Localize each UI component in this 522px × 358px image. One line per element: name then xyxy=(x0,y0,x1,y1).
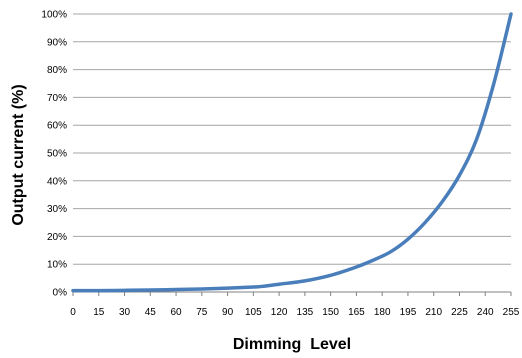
x-tick-label: 135 xyxy=(297,307,314,318)
y-tick-label: 100% xyxy=(41,10,67,21)
y-tick-label: 80% xyxy=(47,65,67,76)
y-tick-label: 10% xyxy=(47,260,67,271)
x-tick-label: 60 xyxy=(170,307,182,318)
x-tick-label: 120 xyxy=(271,307,288,318)
x-tick-labels: 0 15 30 45 60 75 90 105 120 135 150 165 180 195 210 225… xyxy=(70,307,520,318)
x-tick-label: 210 xyxy=(425,307,442,318)
x-tick-label: 45 xyxy=(145,307,157,318)
axes xyxy=(72,291,512,296)
x-tick-label: 180 xyxy=(374,307,391,318)
y-tick-label: 30% xyxy=(47,204,67,215)
y-tick-label: 20% xyxy=(47,232,67,243)
x-tick-label: 30 xyxy=(119,307,131,318)
x-tick-label: 225 xyxy=(451,307,468,318)
output-current-line xyxy=(71,12,513,293)
x-tick-label: 105 xyxy=(245,307,262,318)
x-tick-label: 150 xyxy=(322,307,339,318)
grid-lines xyxy=(73,13,511,265)
y-tick-label: 70% xyxy=(47,93,67,104)
y-tick-label: 40% xyxy=(47,176,67,187)
y-tick-label: 50% xyxy=(47,149,67,160)
x-tick-label: 90 xyxy=(222,307,234,318)
x-tick-label: 75 xyxy=(196,307,208,318)
y-tick-label: 90% xyxy=(47,37,67,48)
x-tick-label: 240 xyxy=(477,307,494,318)
y-tick-labels: 0% 10% 20% 30% 40% 50% 60% 70% 80% 90% 100% xyxy=(41,10,67,299)
x-tick-label: 255 xyxy=(503,307,520,318)
x-tick-label: 15 xyxy=(93,307,105,318)
x-tick-label: 195 xyxy=(400,307,417,318)
x-tick-label: 165 xyxy=(348,307,365,318)
y-tick-label: 0% xyxy=(53,288,68,299)
x-tick-label: 0 xyxy=(70,307,76,318)
x-axis-title: Dimming Level xyxy=(233,336,351,353)
y-tick-label: 60% xyxy=(47,121,67,132)
y-axis-title: Output current (%) xyxy=(10,84,27,225)
